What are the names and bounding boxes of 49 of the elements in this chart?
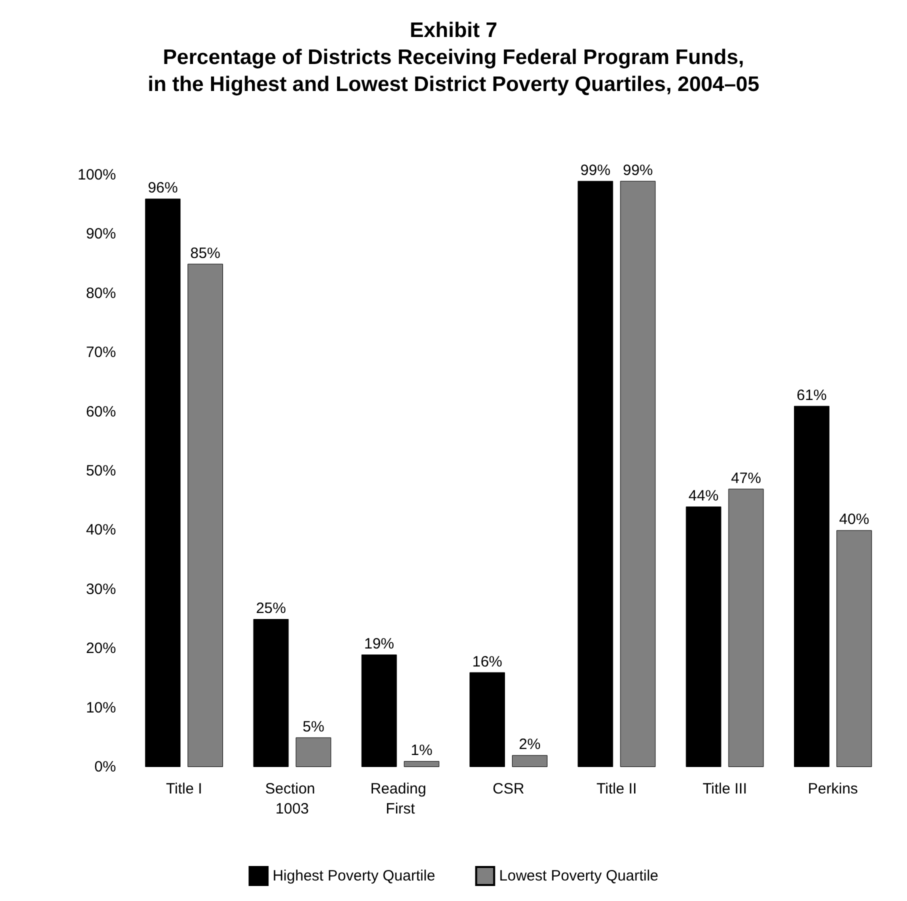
chart-title: Exhibit 7 Percentage of Districts Receiving Federal Program Funds, in the Highest and Lowest District Poverty Quartiles, 2004–05 xyxy=(148,19,760,96)
x-tick-label: CSR xyxy=(492,780,524,798)
x-tick-label: Perkins xyxy=(808,780,858,798)
y-tick-label: 40% xyxy=(86,522,116,539)
data-label: 99% xyxy=(580,162,610,179)
data-label: 96% xyxy=(148,180,178,197)
bar xyxy=(404,761,440,767)
x-tick-label: Title II xyxy=(596,780,637,798)
y-tick-label: 50% xyxy=(86,462,116,480)
bar xyxy=(253,619,289,767)
x-tick-label: Reading First xyxy=(370,780,430,818)
data-label: 40% xyxy=(839,511,870,528)
x-tick-label: Title I xyxy=(166,780,202,798)
y-tick-label: 10% xyxy=(86,699,116,716)
bar xyxy=(794,406,830,767)
data-label: 25% xyxy=(256,600,286,617)
legend-label: Lowest Poverty Quartile xyxy=(499,868,658,884)
y-tick-label: 0% xyxy=(94,758,116,776)
data-label: 19% xyxy=(364,636,394,653)
data-label: 47% xyxy=(731,470,762,487)
data-label: 1% xyxy=(410,742,432,760)
y-tick-label: 60% xyxy=(86,403,116,420)
bar xyxy=(836,530,872,767)
bar xyxy=(296,737,332,767)
legend-label: Highest Poverty Quartile xyxy=(272,868,436,884)
data-label: 99% xyxy=(622,162,653,179)
y-tick-label: 70% xyxy=(86,344,116,362)
bar xyxy=(470,672,505,767)
bar xyxy=(686,506,722,767)
y-tick-label: 20% xyxy=(86,640,116,658)
bar xyxy=(512,755,548,767)
y-tick-label: 80% xyxy=(86,284,116,302)
y-tick-label: 100% xyxy=(78,166,116,184)
data-label: 2% xyxy=(518,736,541,754)
x-tick-label: Section 1003 xyxy=(265,780,320,818)
bar xyxy=(145,198,181,767)
data-label: 16% xyxy=(472,653,502,670)
x-tick-label: Title III xyxy=(702,780,748,798)
bar xyxy=(578,180,614,767)
bar xyxy=(188,264,224,767)
data-label: 44% xyxy=(688,488,719,505)
bar xyxy=(728,488,764,767)
bar xyxy=(361,654,397,767)
data-label: 5% xyxy=(302,718,324,736)
bar xyxy=(620,180,656,767)
y-tick-label: 30% xyxy=(86,580,116,598)
data-label: 85% xyxy=(190,244,220,262)
data-label: 61% xyxy=(796,386,827,404)
y-tick-label: 90% xyxy=(86,226,116,243)
